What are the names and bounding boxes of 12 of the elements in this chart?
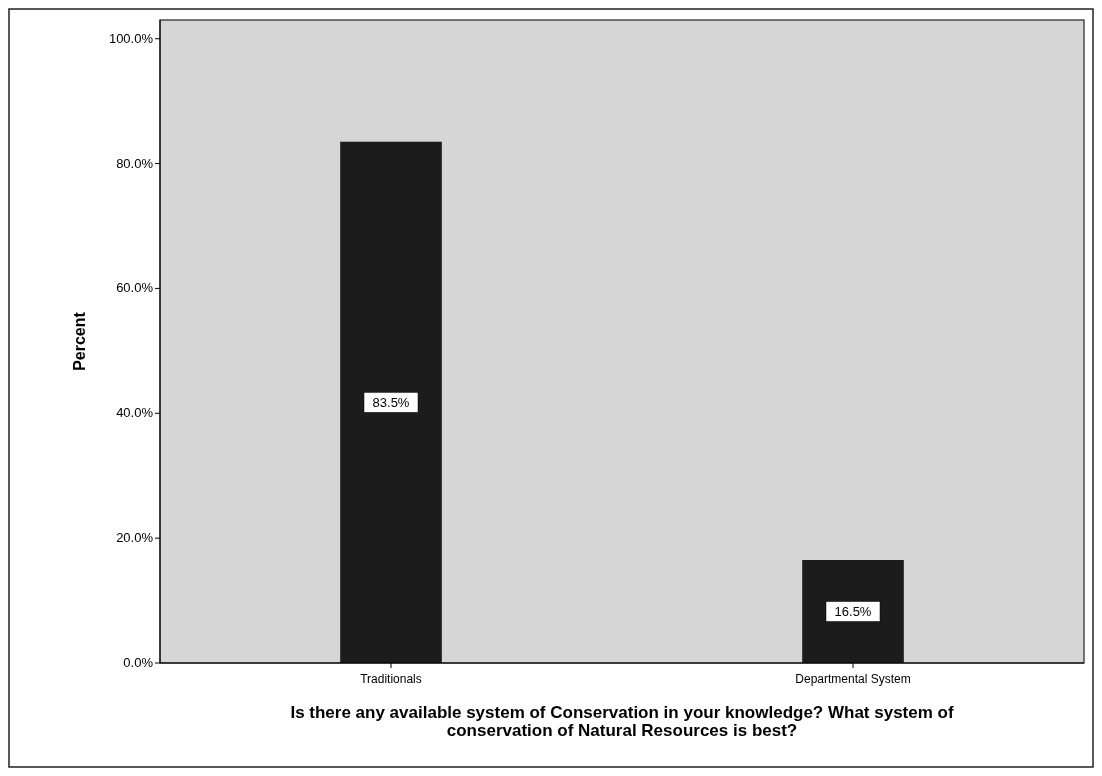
y-axis-title: Percent bbox=[71, 311, 88, 371]
y-tick-label: 80.0% bbox=[116, 155, 154, 171]
y-tick-label: 60.0% bbox=[116, 280, 154, 296]
y-tick-label: 100.0% bbox=[108, 30, 154, 46]
x-axis-title: Is there any available system of Conservation in your knowledge? What system of conservation of Natural Resources is best? bbox=[290, 703, 954, 740]
y-tick-label: 20.0% bbox=[116, 530, 154, 546]
y-tick-label: 40.0% bbox=[116, 405, 154, 421]
x-tick-label: Traditionals bbox=[360, 672, 422, 686]
data-label: 83.5% bbox=[372, 395, 410, 411]
y-tick-label: 0.0% bbox=[123, 655, 154, 670]
x-tick-label: Departmental System bbox=[795, 672, 911, 686]
data-label: 16.5% bbox=[834, 604, 872, 620]
